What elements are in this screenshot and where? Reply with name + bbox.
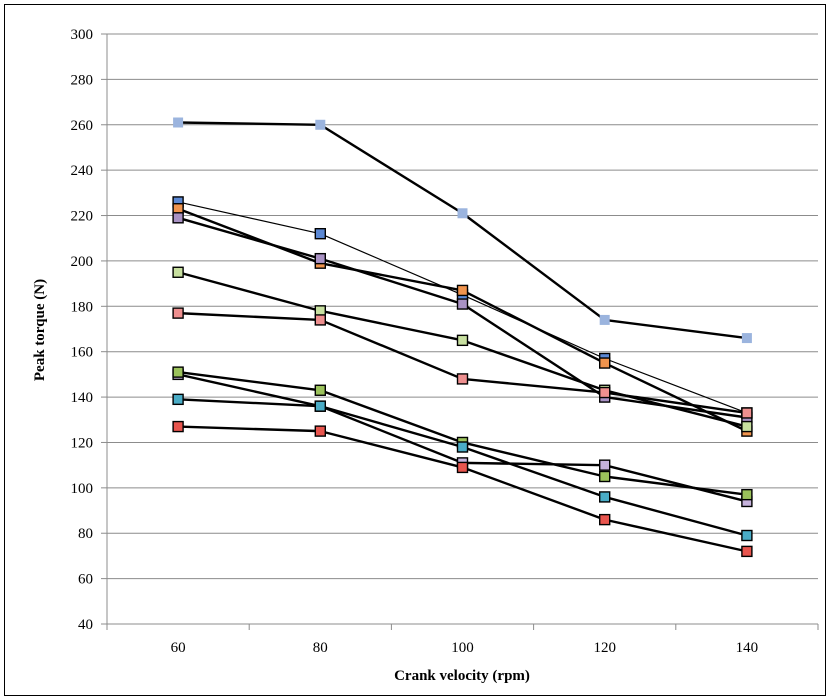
y-tick-label: 160 [71, 345, 94, 361]
x-tick-labels: 60 80 100 120 140 [171, 640, 759, 656]
data-point [456, 284, 469, 297]
y-axis-title: Peak torque (N) [32, 279, 48, 381]
data-point [456, 461, 469, 474]
y-tick-label: 180 [71, 299, 94, 315]
data-point [172, 393, 184, 406]
y-tick-label: 60 [78, 572, 93, 588]
data-point [172, 266, 184, 278]
x-axis-title: Crank velocity (rpm) [394, 668, 530, 684]
data-point [314, 425, 326, 437]
data-point [599, 459, 611, 471]
data-point [599, 386, 611, 399]
y-tick-label: 280 [71, 72, 94, 88]
data-point [314, 384, 326, 396]
data-point [172, 366, 184, 378]
data-point [741, 333, 752, 344]
y-tick-label: 200 [71, 254, 94, 270]
y-tick-label: 80 [78, 526, 93, 542]
data-point [172, 212, 184, 224]
y-tick-label: 240 [71, 163, 94, 179]
data-point [315, 119, 326, 130]
data-point [456, 441, 469, 453]
x-tick-label: 60 [171, 640, 186, 656]
data-point [741, 407, 753, 419]
y-tick-label: 40 [78, 617, 93, 633]
data-point [314, 252, 326, 265]
x-tick-label: 100 [451, 640, 474, 656]
data-point [314, 314, 326, 326]
data-point [599, 470, 611, 483]
data-point [456, 334, 469, 347]
data-point [741, 529, 753, 542]
x-tick-label: 120 [593, 640, 616, 656]
data-point [741, 545, 753, 558]
series-markers [172, 117, 753, 558]
y-tick-label: 260 [71, 118, 94, 134]
data-point [599, 314, 610, 325]
data-point [314, 227, 326, 240]
y-tick-label: 140 [71, 390, 94, 406]
y-tick-labels: 40 60 80 100 120 140 160 180 200 220 240 260 280 300 [71, 27, 94, 633]
data-point [599, 513, 611, 526]
chart-frame [4, 4, 826, 696]
data-point [741, 420, 753, 433]
y-tick-label: 100 [71, 481, 94, 497]
data-point [599, 357, 611, 369]
data-point [172, 420, 184, 433]
data-point [172, 307, 184, 319]
data-point [599, 491, 611, 503]
data-point [457, 208, 468, 219]
y-tick-label: 120 [71, 435, 94, 451]
data-point [456, 298, 469, 310]
x-tick-label: 140 [736, 640, 759, 656]
data-point [741, 488, 753, 501]
data-point [456, 373, 469, 385]
y-tick-label: 300 [71, 27, 94, 43]
data-point [314, 400, 326, 412]
data-point [173, 117, 184, 128]
y-tick-label: 220 [71, 209, 94, 225]
x-tick-label: 80 [313, 640, 328, 656]
